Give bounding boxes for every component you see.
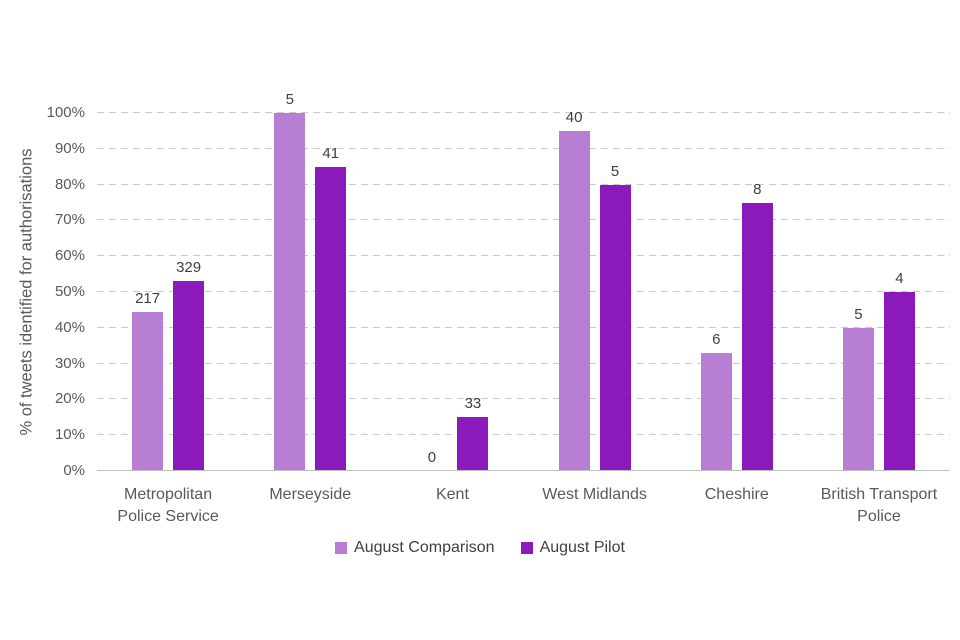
- bar-august-pilot-metropolitan-police-service: 329: [173, 259, 205, 471]
- y-axis-tick-labels: 0% 10% 20% 30% 40% 50% 60% 70% 80% 90% 100%: [0, 104, 85, 479]
- gridline: [97, 291, 950, 292]
- x-axis-category-labels: Metropolitan Police Service Merseyside Ken…: [97, 484, 950, 528]
- category-group-merseyside: 5 41: [239, 91, 381, 471]
- x-axis-category-label-text: Merseyside: [269, 486, 352, 503]
- bar-value-label: 8: [753, 180, 762, 198]
- y-axis-tick-label: 20%: [54, 390, 85, 408]
- y-axis-tick-label: 80%: [54, 175, 85, 193]
- y-axis-tick-label: 100%: [46, 104, 85, 121]
- gridline: [97, 398, 950, 400]
- y-axis-tick-label: 90%: [54, 139, 85, 157]
- x-axis-category-label-text: Metropolitan Police Service: [117, 486, 219, 525]
- bar-value-label: 217: [135, 289, 161, 307]
- bar-value-label: 40: [565, 108, 583, 126]
- plot-area: 217 329 5 41 0 33 40 5 6 8 5 4: [97, 91, 950, 471]
- gridline: [97, 362, 950, 364]
- bar-value-label: 33: [464, 395, 482, 413]
- y-axis-tick-label: 60%: [54, 247, 85, 265]
- x-axis-category-label: Merseyside: [239, 484, 381, 528]
- y-axis-tick-label: 30%: [54, 354, 85, 372]
- gridline: [97, 112, 950, 113]
- gridline: [97, 434, 950, 436]
- bar-august-comparison-metropolitan-police-service: 217: [132, 290, 164, 471]
- bar-value-label: 5: [285, 91, 294, 108]
- legend-label: August Comparison: [354, 539, 495, 556]
- bar-august-comparison-west-midlands: 40: [558, 109, 590, 471]
- bar-value-label: 329: [176, 259, 202, 277]
- bar-value-label: 5: [610, 162, 620, 180]
- y-axis-tick-label: 10%: [54, 426, 85, 444]
- legend-swatch-icon: [335, 542, 348, 554]
- gridline: [97, 219, 950, 221]
- bars-container: 217 329 5 41 0 33 40 5 6 8 5 4: [97, 91, 950, 471]
- gridline: [97, 326, 950, 328]
- gridline: [97, 147, 950, 149]
- legend-label: August Pilot: [539, 539, 625, 556]
- bar-august-pilot-cheshire: 8: [741, 181, 773, 471]
- legend: August Comparison August Pilot: [0, 539, 960, 557]
- category-group-west-midlands: 40 5: [524, 109, 666, 471]
- bar-value-label: 0: [427, 449, 437, 466]
- x-axis-category-label-text: Cheshire: [704, 486, 769, 503]
- x-axis-category-label-text: Kent: [435, 486, 469, 503]
- x-axis-category-label: Metropolitan Police Service: [97, 484, 239, 528]
- bar-august-comparison-merseyside: 5: [274, 91, 306, 471]
- x-axis-line: [97, 470, 950, 471]
- category-group-kent: 0 33: [381, 113, 523, 471]
- y-axis-tick-label: 0%: [63, 462, 85, 479]
- x-axis-category-label: British Transport Police: [808, 484, 950, 528]
- gridline: [97, 255, 950, 257]
- legend-swatch-icon: [520, 542, 533, 554]
- x-axis-category-label: West Midlands: [524, 484, 666, 528]
- bar-value-label: 6: [712, 330, 721, 348]
- bar-august-comparison-british-transport-police: 5: [842, 306, 874, 471]
- category-group-metropolitan-police-service: 217 329: [97, 113, 239, 471]
- x-axis-category-label-text: British Transport Police: [820, 486, 938, 525]
- legend-item-august-pilot: August Pilot: [520, 539, 625, 557]
- bar-value-label: 5: [854, 305, 863, 323]
- x-axis-category-label: Kent: [381, 484, 523, 528]
- bar-august-pilot-british-transport-police: 4: [883, 270, 915, 471]
- gridline: [97, 183, 950, 185]
- y-axis-tick-label: 70%: [54, 211, 85, 229]
- y-axis-tick-label: 40%: [54, 318, 85, 336]
- bar-value-label: 4: [895, 270, 904, 287]
- bar-august-comparison-cheshire: 6: [700, 331, 732, 471]
- y-axis-tick-label: 50%: [54, 283, 85, 300]
- bar-value-label: 41: [322, 144, 340, 162]
- x-axis-category-label: Cheshire: [666, 484, 808, 528]
- bar-august-pilot-west-midlands: 5: [599, 163, 631, 471]
- bar-august-pilot-merseyside: 41: [315, 145, 347, 471]
- bar-august-pilot-kent: 33: [457, 395, 489, 471]
- x-axis-category-label-text: West Midlands: [542, 486, 647, 503]
- legend-item-august-comparison: August Comparison: [335, 539, 495, 557]
